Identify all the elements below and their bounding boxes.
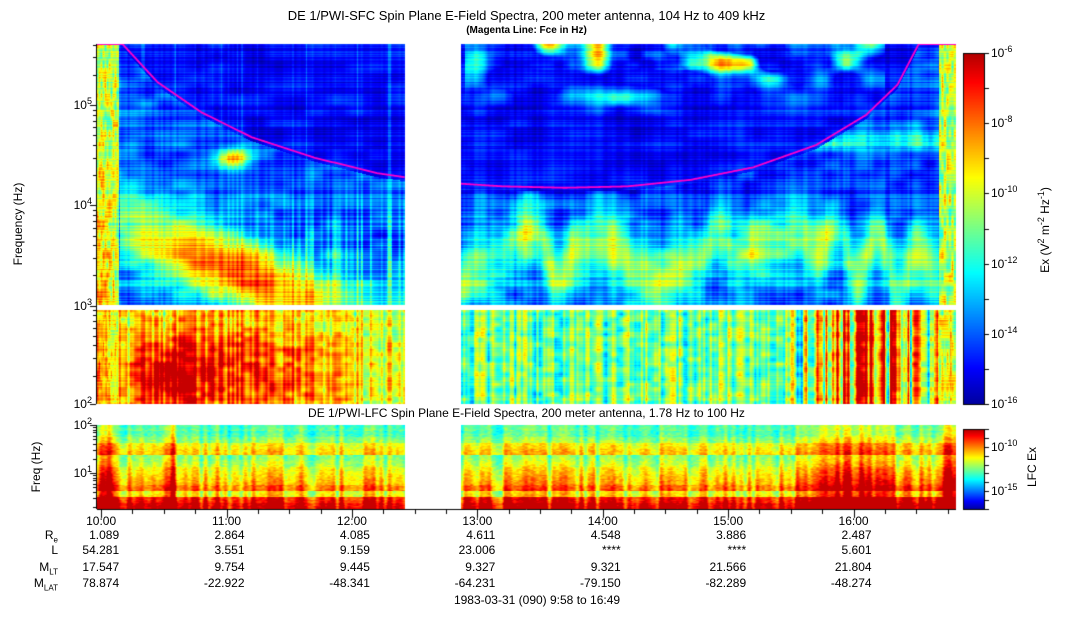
ephemeris-value: 54.281: [82, 543, 120, 557]
lfc-panel-title: DE 1/PWI-LFC Spin Plane E-Field Spectra,…: [308, 406, 745, 420]
sfc-colorbar-tick-label: 10-10: [991, 184, 1018, 201]
sfc-freq-tick-label: 104: [73, 196, 92, 213]
lfc-colorbar-label: LFC Ex: [1025, 446, 1039, 488]
ephemeris-value: 9.445: [339, 560, 370, 574]
ephemeris-value: 78.874: [82, 576, 120, 590]
ephemeris-value: 9.321: [590, 560, 621, 574]
fce-note: (Magenta Line: Fce in Hz): [466, 25, 587, 36]
ephemeris-value: -64.231: [454, 576, 496, 590]
ephemeris-value: -82.289: [705, 576, 747, 590]
ephemeris-value: 17.547: [82, 560, 120, 574]
sfc-colorbar-tick-label: 10-12: [991, 254, 1018, 271]
lfc-freq-tick-label: 101: [73, 464, 92, 480]
sfc-freq-tick-label: 102: [73, 395, 92, 411]
ephemeris-value: 2.487: [841, 528, 872, 542]
sfc-freq-tick-label: 103: [73, 296, 92, 313]
ephemeris-row-label: Re: [44, 528, 58, 545]
sfc-freq-tick-label: 105: [73, 96, 92, 113]
time-tick-label: 14:00: [587, 514, 618, 528]
ephemeris-value: 3.551: [214, 543, 245, 557]
sfc-colorbar-tick-label: 10-14: [991, 324, 1018, 341]
time-tick-label: 13:00: [462, 514, 493, 528]
ephemeris-value: 9.159: [339, 543, 370, 557]
ephemeris-value: 21.566: [709, 560, 747, 574]
footer-date-range: 1983-03-31 (090) 9:58 to 16:49: [453, 593, 621, 607]
ephemeris-value: -48.341: [329, 576, 370, 590]
lfc-freq-tick-label: 102: [73, 416, 92, 432]
time-tick-label: 12:00: [336, 514, 367, 528]
ephemeris-row-label: MLT: [39, 560, 58, 577]
ephemeris-value: -79.150: [580, 576, 621, 590]
sfc-yaxis-label: Frequency (Hz): [11, 182, 25, 266]
ephemeris-row-label: L: [51, 543, 58, 557]
time-tick-label: 16:00: [838, 514, 869, 528]
lfc-yaxis-label: Freq (Hz): [29, 441, 43, 493]
sfc-colorbar-tick-label: 10-16: [991, 395, 1018, 411]
ephemeris-value: ****: [727, 543, 747, 557]
page-title: DE 1/PWI-SFC Spin Plane E-Field Spectra,…: [287, 8, 766, 23]
ephemeris-value: 21.804: [834, 560, 872, 574]
ephemeris-row-label: MLAT: [33, 576, 58, 593]
lfc-colorbar-tick-label: 10-10: [991, 437, 1018, 454]
ephemeris-value: -48.274: [830, 576, 872, 590]
ephemeris-value: 5.601: [841, 543, 872, 557]
ephemeris-value: 3.886: [716, 528, 747, 542]
ephemeris-value: 4.085: [339, 528, 370, 542]
ephemeris-value: 23.006: [458, 543, 496, 557]
ephemeris-value: 2.864: [214, 528, 245, 542]
ephemeris-value: 4.548: [590, 528, 621, 542]
ephemeris-value: ****: [602, 543, 621, 557]
ephemeris-value: 9.754: [214, 560, 245, 574]
sfc-colorbar-tick-label: 10-6: [991, 44, 1013, 60]
time-tick-label: 10:00: [86, 514, 117, 528]
ephemeris-value: 9.327: [465, 560, 496, 574]
ephemeris-value: 4.611: [466, 528, 496, 542]
sfc-colorbar-tick-label: 10-8: [991, 114, 1013, 131]
time-tick-label: 15:00: [713, 514, 744, 528]
ephemeris-value: -22.922: [203, 576, 245, 590]
time-tick-label: 11:00: [211, 514, 242, 528]
ephemeris-value: 1.089: [89, 528, 120, 542]
sfc-colorbar-label: Ex (V2 m-2 Hz-1): [1036, 187, 1052, 273]
lfc-colorbar-tick-label: 10-15: [991, 482, 1018, 499]
